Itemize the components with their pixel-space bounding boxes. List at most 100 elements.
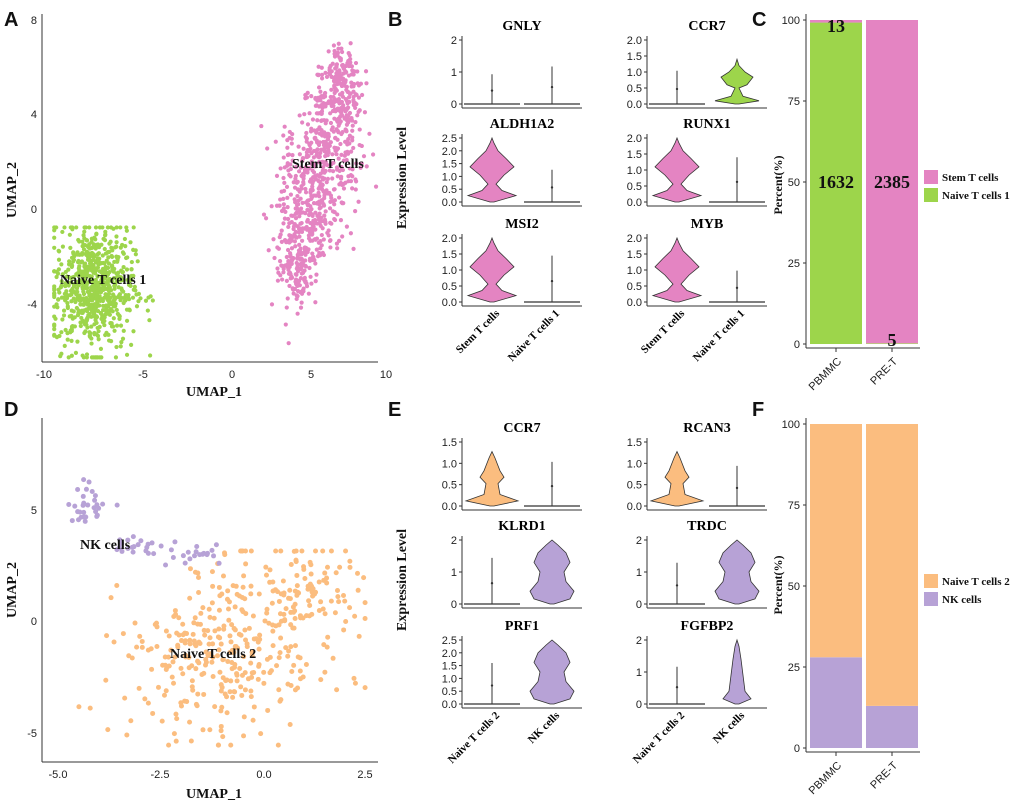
panel-a-point-stem: [299, 186, 304, 191]
panel-d-point-naive2: [215, 653, 221, 659]
panel-d-point-naive2: [163, 628, 169, 634]
panel-a-point-naive1: [93, 225, 99, 230]
panel-a-point-stem: [326, 147, 331, 153]
panel-a-point-stem: [347, 91, 352, 96]
panel-d-point-naive2: [267, 567, 273, 573]
panel-a-point-stem: [316, 186, 321, 191]
violin-median: [675, 87, 679, 91]
panel-d-point-nk: [216, 560, 222, 566]
panel-d-point-naive2: [150, 710, 156, 716]
panel-a-point-stem: [315, 118, 320, 123]
panel-a-point-stem: [320, 250, 325, 255]
panel-a-point-naive1: [82, 243, 88, 248]
violin-median: [550, 484, 554, 488]
violin-group-label: Stem T cells: [639, 307, 688, 356]
panel-d-point-naive2: [248, 591, 254, 597]
panel-a-point-stem: [323, 154, 328, 159]
panel-a-point-stem: [350, 128, 355, 133]
panel-a-point-naive1: [106, 332, 111, 337]
panel-d-point-nk: [145, 550, 151, 556]
violin-body: [714, 539, 760, 605]
panel-d-point-naive2: [187, 637, 193, 643]
panel-a-point-stem: [359, 161, 364, 166]
panel-d-point-naive2: [217, 669, 223, 675]
panel-d-point-naive2: [250, 717, 256, 723]
panel-a-point-naive1: [95, 291, 100, 296]
panel-a-point-stem: [317, 159, 322, 165]
panel-a-point-naive1: [133, 252, 138, 257]
panel-a-point-stem: [345, 118, 350, 123]
panel-a-point-naive1: [128, 240, 133, 245]
panel-d-point-nk: [83, 486, 89, 492]
panel-a-point-stem: [301, 263, 306, 268]
panel-a-point-stem: [334, 147, 339, 152]
panel-a-point-naive1: [81, 233, 86, 238]
panel-d-point-naive2: [297, 655, 303, 661]
bar-category-label: PBMMC: [807, 760, 844, 797]
panel-a-point-stem: [320, 177, 326, 182]
panel-d-ytick-0: 5: [31, 505, 37, 517]
panel-a-point-stem: [284, 184, 290, 189]
bar-ytick-label: 75: [788, 96, 800, 108]
panel-d-point-naive2: [224, 677, 230, 683]
panel-a-point-naive1: [107, 312, 112, 317]
panel-d-point-naive2: [201, 627, 207, 633]
panel-a-point-naive1: [95, 265, 101, 270]
violin-ytick-label: 1: [451, 67, 457, 79]
panel-d-point-naive2: [242, 627, 248, 633]
panel-d-point-nk: [82, 518, 88, 524]
bar-segment-naive-t-cells-2: [810, 424, 862, 658]
panel-a-point-stem: [275, 278, 281, 283]
panel-d-point-naive2: [267, 670, 273, 676]
panel-d-point-nk: [72, 503, 78, 509]
gene-title-myb: MYB: [691, 217, 724, 232]
panel-d-point-nk: [197, 552, 203, 558]
panel-a-point-stem: [312, 227, 317, 232]
panel-a-point-stem: [295, 206, 300, 211]
violin-ytick-label: 2.0: [627, 233, 642, 245]
panel-a-point-stem: [373, 184, 379, 189]
panel-a-point-stem: [299, 300, 304, 305]
panel-a-point-naive1: [76, 308, 81, 313]
panel-a-cluster-label-naive1: Naive T cells 1: [60, 273, 146, 288]
panel-a-point-naive1: [84, 355, 89, 360]
panel-a-point-naive1: [114, 307, 119, 313]
panel-a-point-stem: [308, 204, 313, 209]
gene-title-aldh1a2: ALDH1A2: [490, 117, 555, 132]
panel-a-point-naive1: [124, 318, 130, 323]
panel-d-point-naive2: [286, 648, 292, 654]
panel-d-point-naive2: [216, 742, 222, 748]
panel-d-point-naive2: [337, 564, 343, 570]
panel-a-point-stem: [301, 289, 306, 294]
panel-a-point-stem: [326, 233, 331, 238]
panel-a-point-stem: [323, 159, 328, 164]
panel-a-point-naive1: [83, 266, 88, 271]
panel-a-point-naive1: [95, 325, 100, 331]
panel-letter-c: C: [752, 9, 766, 31]
panel-a-point-stem: [325, 137, 331, 142]
panel-a-point-stem: [328, 245, 333, 250]
violin-ytick-label: 1.5: [442, 661, 457, 673]
panel-d-point-nk: [135, 542, 141, 548]
panel-d-point-naive2: [171, 731, 177, 737]
violin-ytick-label: 2.0: [627, 133, 642, 145]
panel-d-point-naive2: [308, 562, 314, 568]
panel-a-point-naive1: [105, 225, 110, 230]
panel-d-point-naive2: [341, 627, 347, 633]
panel-d-point-naive2: [126, 653, 132, 659]
panel-d-point-naive2: [277, 650, 283, 656]
panel-a-point-naive1: [63, 283, 68, 289]
panel-d-point-naive2: [148, 646, 154, 652]
panel-a-point-naive1: [65, 305, 70, 311]
panel-a-point-naive1: [112, 286, 117, 291]
panel-a-point-stem: [287, 283, 292, 289]
panel-d-point-nk: [91, 505, 97, 511]
panel-a-point-stem: [347, 166, 352, 171]
violin-ytick-label: 0.5: [442, 686, 457, 698]
panel-d-point-naive2: [270, 628, 276, 634]
panel-d-point-naive2: [197, 621, 203, 627]
panel-a-point-stem: [292, 197, 297, 202]
panel-a-point-stem: [313, 103, 318, 108]
panel-d-point-naive2: [248, 548, 254, 554]
